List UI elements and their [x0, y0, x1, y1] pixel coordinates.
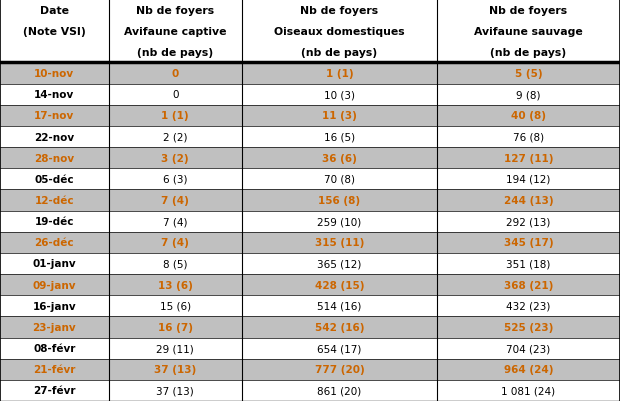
Text: 11 (3): 11 (3) [322, 111, 357, 121]
Bar [0, 253, 620, 274]
Text: 244 (13): 244 (13) [503, 196, 554, 205]
Text: 525 (23): 525 (23) [504, 322, 553, 332]
Text: 777 (20): 777 (20) [314, 365, 365, 374]
Text: 315 (11): 315 (11) [315, 238, 364, 248]
Bar [0, 380, 620, 401]
Bar [0, 359, 620, 380]
Text: 292 (13): 292 (13) [507, 217, 551, 227]
Text: 2 (2): 2 (2) [163, 132, 187, 142]
Text: 27-févr: 27-févr [33, 385, 76, 395]
Text: Oiseaux domestiques: Oiseaux domestiques [274, 27, 405, 36]
Text: 156 (8): 156 (8) [319, 196, 360, 205]
Bar [0, 232, 620, 253]
Text: 12-déc: 12-déc [35, 196, 74, 205]
Bar [0, 169, 620, 190]
Bar [0, 296, 620, 316]
Text: 10 (3): 10 (3) [324, 90, 355, 100]
Text: 21-févr: 21-févr [33, 365, 76, 374]
Text: 29 (11): 29 (11) [156, 343, 194, 353]
Text: 37 (13): 37 (13) [156, 385, 194, 395]
Text: 0: 0 [172, 69, 179, 79]
Text: 127 (11): 127 (11) [504, 153, 553, 163]
Text: (nb de pays): (nb de pays) [490, 48, 567, 58]
Text: 368 (21): 368 (21) [504, 280, 553, 290]
Text: 76 (8): 76 (8) [513, 132, 544, 142]
Text: 13 (6): 13 (6) [157, 280, 193, 290]
Text: 19-déc: 19-déc [35, 217, 74, 227]
Bar [0, 63, 620, 85]
Text: 37 (13): 37 (13) [154, 365, 197, 374]
Text: 8 (5): 8 (5) [163, 259, 187, 269]
Text: 3 (2): 3 (2) [161, 153, 189, 163]
Text: 542 (16): 542 (16) [315, 322, 364, 332]
Text: 08-févr: 08-févr [33, 343, 76, 353]
Text: 16 (7): 16 (7) [157, 322, 193, 332]
Bar [0, 127, 620, 148]
Text: 964 (24): 964 (24) [504, 365, 553, 374]
Text: 16-janv: 16-janv [32, 301, 76, 311]
Text: Date: Date [40, 6, 69, 16]
Text: 23-janv: 23-janv [32, 322, 76, 332]
Bar [0, 211, 620, 232]
Text: 704 (23): 704 (23) [507, 343, 551, 353]
Text: 194 (12): 194 (12) [507, 174, 551, 184]
Text: Avifaune captive: Avifaune captive [124, 27, 226, 36]
Text: 15 (6): 15 (6) [159, 301, 191, 311]
Text: 861 (20): 861 (20) [317, 385, 361, 395]
Text: Avifaune sauvage: Avifaune sauvage [474, 27, 583, 36]
Text: 5 (5): 5 (5) [515, 69, 542, 79]
Bar [0, 85, 620, 105]
Bar [0, 148, 620, 169]
Bar [0, 316, 620, 338]
Text: 1 (1): 1 (1) [161, 111, 189, 121]
Text: 9 (8): 9 (8) [516, 90, 541, 100]
Text: 7 (4): 7 (4) [161, 238, 189, 248]
Text: 351 (18): 351 (18) [507, 259, 551, 269]
Text: 345 (17): 345 (17) [503, 238, 554, 248]
Text: 22-nov: 22-nov [34, 132, 74, 142]
Text: 09-janv: 09-janv [32, 280, 76, 290]
Text: 428 (15): 428 (15) [315, 280, 364, 290]
Text: 17-nov: 17-nov [34, 111, 74, 121]
Text: 514 (16): 514 (16) [317, 301, 361, 311]
Text: 365 (12): 365 (12) [317, 259, 361, 269]
Text: 10-nov: 10-nov [34, 69, 74, 79]
Text: 259 (10): 259 (10) [317, 217, 361, 227]
Text: 36 (6): 36 (6) [322, 153, 357, 163]
Text: 26-déc: 26-déc [35, 238, 74, 248]
Text: 14-nov: 14-nov [34, 90, 74, 100]
Text: Nb de foyers: Nb de foyers [136, 6, 215, 16]
Bar [0, 190, 620, 211]
Text: 7 (4): 7 (4) [161, 196, 189, 205]
Text: Nb de foyers: Nb de foyers [489, 6, 568, 16]
Text: 1 (1): 1 (1) [326, 69, 353, 79]
Text: 7 (4): 7 (4) [163, 217, 187, 227]
Text: (nb de pays): (nb de pays) [137, 48, 213, 58]
Text: 6 (3): 6 (3) [163, 174, 187, 184]
Bar [0, 0, 620, 63]
Bar [0, 274, 620, 296]
Text: 01-janv: 01-janv [32, 259, 76, 269]
Text: 432 (23): 432 (23) [507, 301, 551, 311]
Bar [0, 105, 620, 127]
Text: 05-déc: 05-déc [35, 174, 74, 184]
Text: 654 (17): 654 (17) [317, 343, 361, 353]
Text: 28-nov: 28-nov [34, 153, 74, 163]
Text: 1 081 (24): 1 081 (24) [502, 385, 556, 395]
Text: 0: 0 [172, 90, 179, 100]
Text: (nb de pays): (nb de pays) [301, 48, 378, 58]
Text: 70 (8): 70 (8) [324, 174, 355, 184]
Text: 40 (8): 40 (8) [511, 111, 546, 121]
Bar [0, 338, 620, 359]
Text: Nb de foyers: Nb de foyers [300, 6, 379, 16]
Text: 16 (5): 16 (5) [324, 132, 355, 142]
Text: (Note VSI): (Note VSI) [23, 27, 86, 36]
